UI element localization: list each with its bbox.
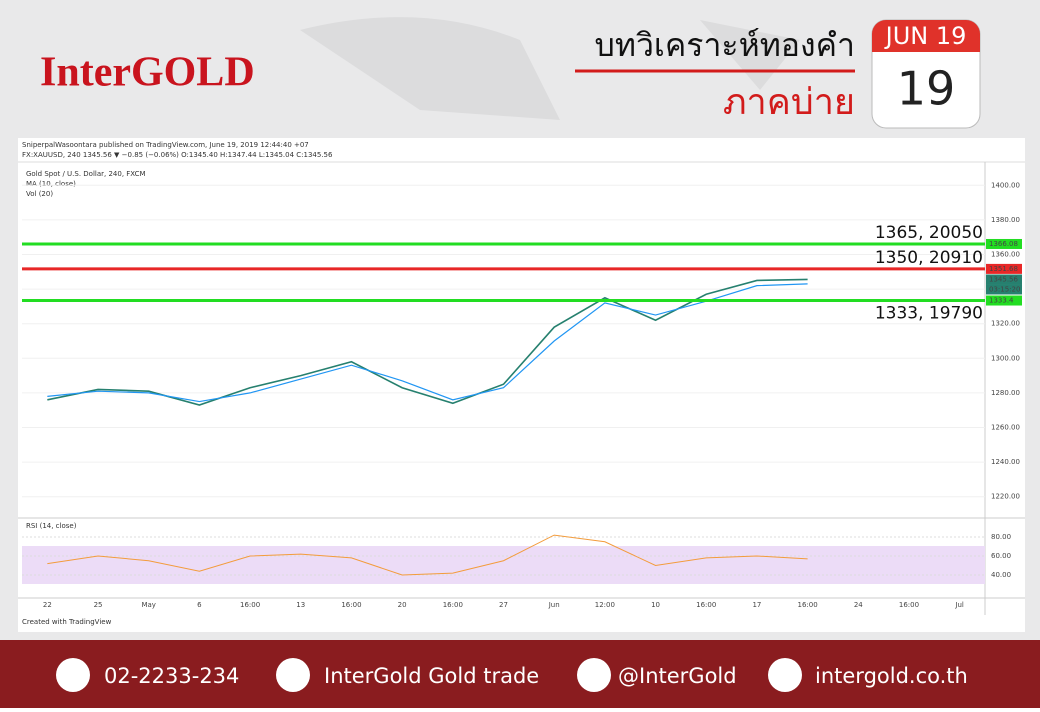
logo: InterGOLD	[40, 50, 255, 96]
x-tick-label: 22	[43, 601, 52, 609]
x-tick-label: May	[141, 601, 155, 609]
x-tick-label: 13	[296, 601, 305, 609]
price-tag	[986, 274, 1022, 285]
x-tick-label: 16:00	[341, 601, 361, 609]
footer	[0, 640, 1040, 708]
x-tick-label: 16:00	[240, 601, 260, 609]
web-icon	[768, 658, 802, 692]
y-tick-label: 1240.00	[991, 458, 1020, 466]
line-icon	[577, 658, 611, 692]
x-tick-label: 25	[94, 601, 103, 609]
published: SniperpalWasoontara published on Trading…	[22, 141, 309, 149]
y-tick-label: 1360.00	[991, 251, 1020, 259]
level-tag-label: 1366.08	[989, 240, 1018, 248]
y-tick-label: 1300.00	[991, 354, 1020, 362]
facebook-icon	[276, 658, 310, 692]
y-tick-label: 1400.00	[991, 181, 1020, 189]
subtitle: ภาคบ่าย	[723, 82, 855, 123]
price-line	[47, 283, 808, 403]
x-tick-label: 20	[398, 601, 407, 609]
y-tick-label: 60.00	[991, 552, 1011, 560]
x-tick-label: Jun	[548, 601, 560, 609]
y-tick-label: 1220.00	[991, 493, 1020, 501]
price-line	[47, 278, 808, 406]
level-tag-label: 1333.4	[989, 297, 1014, 305]
y-tick-label: 1280.00	[991, 389, 1020, 397]
x-tick-label: 16:00	[696, 601, 716, 609]
calendar-month: JUN 19	[884, 22, 967, 50]
facebook: InterGold Gold trade	[324, 664, 539, 688]
calendar-day: 19	[897, 62, 956, 116]
line: @InterGold	[618, 664, 737, 688]
x-tick-label: 16:00	[443, 601, 463, 609]
calendar-top	[872, 20, 980, 52]
x-tick-label: 27	[499, 601, 508, 609]
countdown-tag	[986, 284, 1022, 295]
rsi-title: RSI (14, close)	[26, 522, 77, 530]
phone: 02-2233-234	[104, 664, 239, 688]
map-decor	[300, 17, 800, 121]
y-tick-label: 1380.00	[991, 216, 1020, 224]
level-note: 1365, 20050	[875, 223, 983, 243]
level-note: 1333, 19790	[875, 304, 983, 324]
level-tag	[986, 238, 1022, 249]
indicator: Vol (20)	[26, 190, 53, 198]
rsi-line	[47, 534, 808, 576]
phone-icon	[56, 658, 90, 692]
calendar: JUN 19 19	[871, 19, 981, 129]
x-tick-label: 16:00	[798, 601, 818, 609]
level-tag-label: 1351.68	[989, 265, 1018, 273]
level-tag	[986, 263, 1022, 274]
x-tick-label: Jul	[954, 601, 964, 609]
x-tick-label: 10	[651, 601, 660, 609]
x-tick-label: 24	[854, 601, 863, 609]
website: intergold.co.th	[815, 664, 968, 688]
level-note: 1350, 20910	[875, 248, 983, 268]
y-tick-label: 80.00	[991, 533, 1011, 541]
x-tick-label: 6	[197, 601, 202, 609]
symbol-line: FX:XAUUSD, 240 1345.56 ▼ −0.85 (−0.06%) …	[22, 151, 333, 159]
title: บทวิเคราะห์ทองคำ	[595, 26, 855, 64]
x-tick-label: 16:00	[899, 601, 919, 609]
indicator: MA (10, close)	[26, 180, 76, 188]
rsi-band	[22, 546, 985, 584]
countdown-label: 03:15:20	[989, 285, 1020, 293]
y-tick-label: 1320.00	[991, 320, 1020, 328]
credit: Created with TradingView	[22, 618, 112, 626]
y-tick-label: 40.00	[991, 571, 1011, 579]
instrument: Gold Spot / U.S. Dollar, 240, FXCM	[26, 170, 146, 178]
price-tag-label: 1345.56	[989, 275, 1018, 283]
y-tick-label: 1260.00	[991, 424, 1020, 432]
x-tick-label: 17	[752, 601, 761, 609]
level-tag	[986, 295, 1022, 306]
x-tick-label: 12:00	[595, 601, 615, 609]
